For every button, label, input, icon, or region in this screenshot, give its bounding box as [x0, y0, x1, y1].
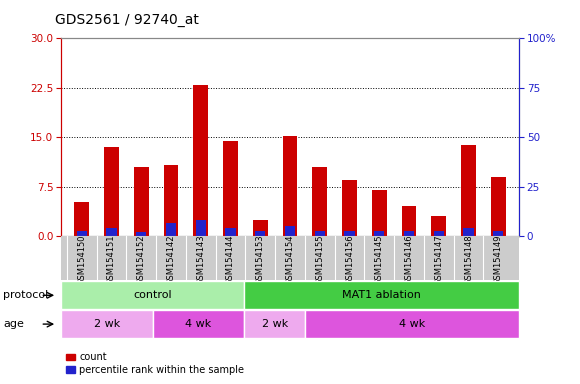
- Bar: [285, 226, 295, 236]
- Bar: [253, 220, 268, 236]
- Bar: [134, 167, 148, 236]
- Bar: [314, 231, 325, 236]
- Bar: [404, 231, 414, 236]
- Bar: [493, 231, 503, 236]
- Bar: [244, 310, 305, 338]
- Bar: [225, 228, 235, 236]
- Bar: [342, 180, 357, 236]
- Bar: [282, 136, 298, 236]
- Bar: [136, 232, 146, 236]
- Text: 4 wk: 4 wk: [185, 319, 212, 329]
- Bar: [345, 231, 355, 236]
- Text: age: age: [3, 319, 24, 329]
- Bar: [374, 231, 385, 236]
- Bar: [74, 202, 89, 236]
- Legend: count, percentile rank within the sample: count, percentile rank within the sample: [66, 353, 244, 375]
- Bar: [463, 228, 474, 236]
- Bar: [401, 207, 416, 236]
- Bar: [432, 217, 446, 236]
- Bar: [312, 167, 327, 236]
- Bar: [244, 281, 519, 309]
- Bar: [461, 145, 476, 236]
- Text: 4 wk: 4 wk: [399, 319, 425, 329]
- Bar: [223, 141, 238, 236]
- Bar: [77, 231, 87, 236]
- Bar: [195, 220, 206, 236]
- Bar: [61, 281, 244, 309]
- Bar: [104, 147, 119, 236]
- Bar: [372, 190, 387, 236]
- Bar: [255, 231, 266, 236]
- Text: GDS2561 / 92740_at: GDS2561 / 92740_at: [55, 13, 199, 27]
- Text: 2 wk: 2 wk: [262, 319, 288, 329]
- Text: 2 wk: 2 wk: [93, 319, 120, 329]
- Bar: [491, 177, 506, 236]
- Bar: [434, 231, 444, 236]
- Bar: [305, 310, 519, 338]
- Bar: [193, 84, 208, 236]
- Text: MAT1 ablation: MAT1 ablation: [342, 290, 421, 300]
- Text: control: control: [133, 290, 172, 300]
- Bar: [61, 310, 153, 338]
- Bar: [153, 310, 244, 338]
- Bar: [166, 223, 176, 236]
- Bar: [106, 228, 117, 236]
- Bar: [164, 165, 179, 236]
- Text: protocol: protocol: [3, 290, 48, 300]
